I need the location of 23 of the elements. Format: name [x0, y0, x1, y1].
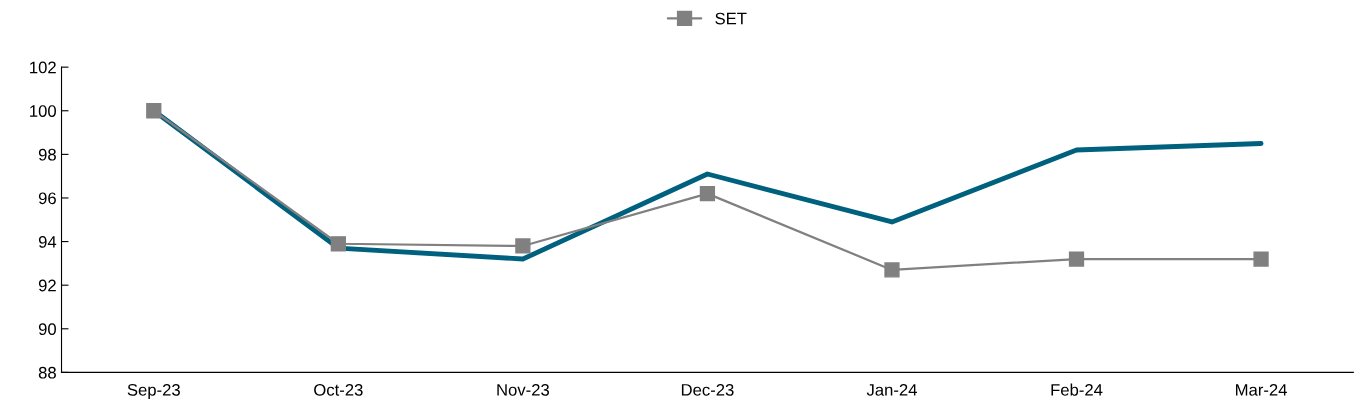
y-tick-label: 90	[38, 323, 56, 335]
y-tick-label: 94	[38, 235, 57, 248]
y-tick-label: 102	[30, 61, 56, 74]
point	[699, 185, 716, 202]
x-tick-label: Sep-23	[127, 383, 180, 400]
y-tick-label: 96	[38, 192, 56, 205]
point	[1253, 251, 1269, 267]
point	[330, 236, 346, 252]
point	[884, 262, 900, 278]
x-tick-label: Mar-24	[1236, 383, 1287, 396]
x-tick-label: Jan-24	[866, 383, 917, 396]
x-tick-label: Dec-23	[681, 383, 734, 396]
point	[146, 103, 162, 119]
point	[1068, 251, 1085, 267]
y-tick-label: 98	[38, 148, 56, 161]
legend-label: SET	[715, 12, 747, 25]
y-tick-label: 88	[38, 366, 56, 379]
point	[515, 238, 531, 254]
x-tick-label: Nov-23	[497, 383, 550, 396]
y-tick-label: 92	[38, 279, 56, 292]
x-tick-label: Oct-23	[314, 383, 363, 396]
y-tick-label: 100	[30, 105, 56, 117]
x-tick-label: Feb-24	[1051, 383, 1103, 396]
